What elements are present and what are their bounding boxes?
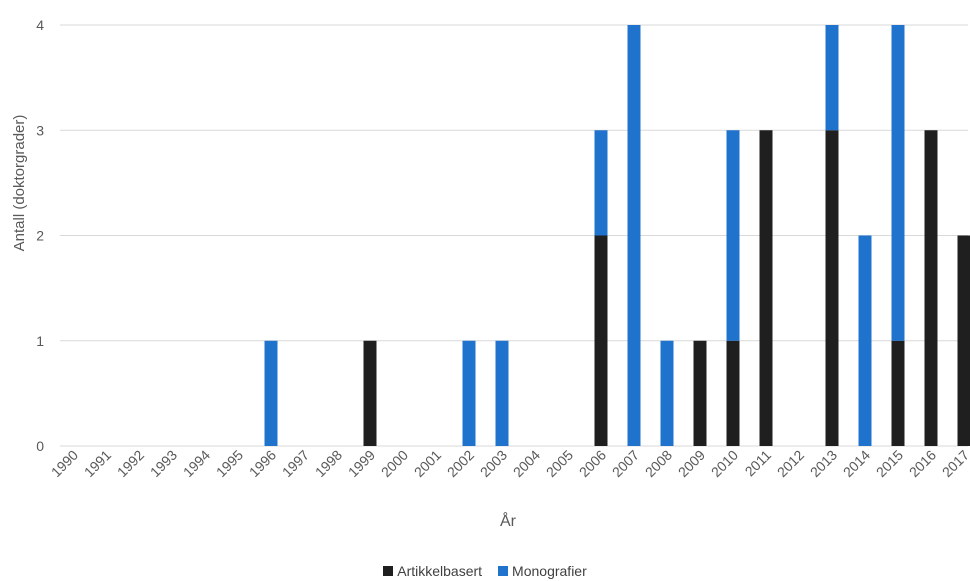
- x-tick-label: 1999: [345, 447, 378, 480]
- x-tick-label: 2012: [774, 447, 807, 480]
- x-tick-labels: 1990 1991 1992 1993 1994 1995 1996 1997 1998 1999…: [48, 447, 970, 480]
- legend-item-monografier: Monografier: [498, 562, 587, 580]
- y-tick-label: 1: [36, 333, 44, 349]
- bar-monografier-2006: [594, 130, 608, 236]
- bar-artikkelbasert-2013: [825, 130, 839, 446]
- bar-monografier-2007: [627, 25, 641, 446]
- x-tick-label: 2013: [807, 447, 840, 480]
- x-tick-label: 1998: [312, 447, 345, 480]
- x-tick-label: 2014: [840, 447, 873, 480]
- x-tick-label: 2008: [642, 447, 675, 480]
- bar-monografier-2003: [495, 340, 509, 446]
- x-tick-label: 2002: [444, 447, 477, 480]
- x-tick-label: 2000: [378, 447, 411, 480]
- legend-swatch: [498, 566, 509, 576]
- x-tick-label: 1990: [48, 447, 81, 480]
- bar-artikkelbasert-2010: [726, 340, 740, 446]
- bar-monografier-2002: [462, 340, 476, 446]
- bar-artikkelbasert-2016: [924, 130, 938, 446]
- y-axis-label: Antall (doktorgrader): [11, 115, 28, 252]
- bar-artikkelbasert-2009: [693, 340, 707, 446]
- x-tick-label: 1994: [180, 447, 213, 480]
- x-tick-label: 2001: [411, 447, 444, 480]
- x-tick-label: 2003: [477, 447, 510, 480]
- bar-artikkelbasert-2015: [891, 340, 905, 446]
- x-tick-label: 1992: [114, 447, 147, 480]
- x-tick-label: 1991: [81, 447, 114, 480]
- x-tick-label: 2005: [543, 447, 576, 480]
- x-tick-label: 2007: [609, 447, 642, 480]
- bar-artikkelbasert-2017: [957, 235, 970, 446]
- bar-artikkelbasert-2011: [759, 130, 773, 446]
- y-tick-label: 3: [36, 122, 44, 138]
- bar-monografier-2008: [660, 340, 674, 446]
- x-axis-label: År: [500, 511, 517, 530]
- x-tick-label: 1996: [246, 447, 279, 480]
- legend: Artikkelbasert Monografier: [0, 562, 970, 580]
- y-tick-label: 4: [36, 17, 44, 33]
- x-tick-label: 1995: [213, 447, 246, 480]
- x-tick-label: 1997: [279, 447, 312, 480]
- x-tick-label: 2004: [510, 447, 543, 480]
- bar-monografier-2010: [726, 130, 740, 341]
- legend-item-artikkelbasert: Artikkelbasert: [383, 562, 482, 580]
- y-tick-labels: 0 1 2 3 4: [36, 17, 44, 454]
- x-tick-label: 2006: [576, 447, 609, 480]
- bar-artikkelbasert-1999: [363, 340, 377, 446]
- x-tick-label: 2017: [939, 447, 970, 480]
- bars: [264, 25, 970, 446]
- x-tick-label: 2015: [873, 447, 906, 480]
- x-tick-label: 2011: [742, 447, 775, 480]
- bar-monografier-2013: [825, 25, 839, 131]
- x-tick-label: 1993: [147, 447, 180, 480]
- y-tick-label: 0: [36, 438, 44, 454]
- x-tick-label: 2009: [675, 447, 708, 480]
- bar-monografier-2015: [891, 25, 905, 341]
- x-tick-label: 2010: [708, 447, 741, 480]
- legend-label: Monografier: [512, 563, 587, 579]
- y-tick-label: 2: [36, 228, 44, 244]
- legend-swatch: [383, 566, 394, 576]
- bar-artikkelbasert-2006: [594, 235, 608, 446]
- gridlines: [60, 24, 968, 447]
- bar-monografier-1996: [264, 340, 278, 446]
- x-tick-label: 2016: [906, 447, 939, 480]
- bar-monografier-2014: [858, 235, 872, 446]
- legend-label: Artikkelbasert: [397, 563, 483, 579]
